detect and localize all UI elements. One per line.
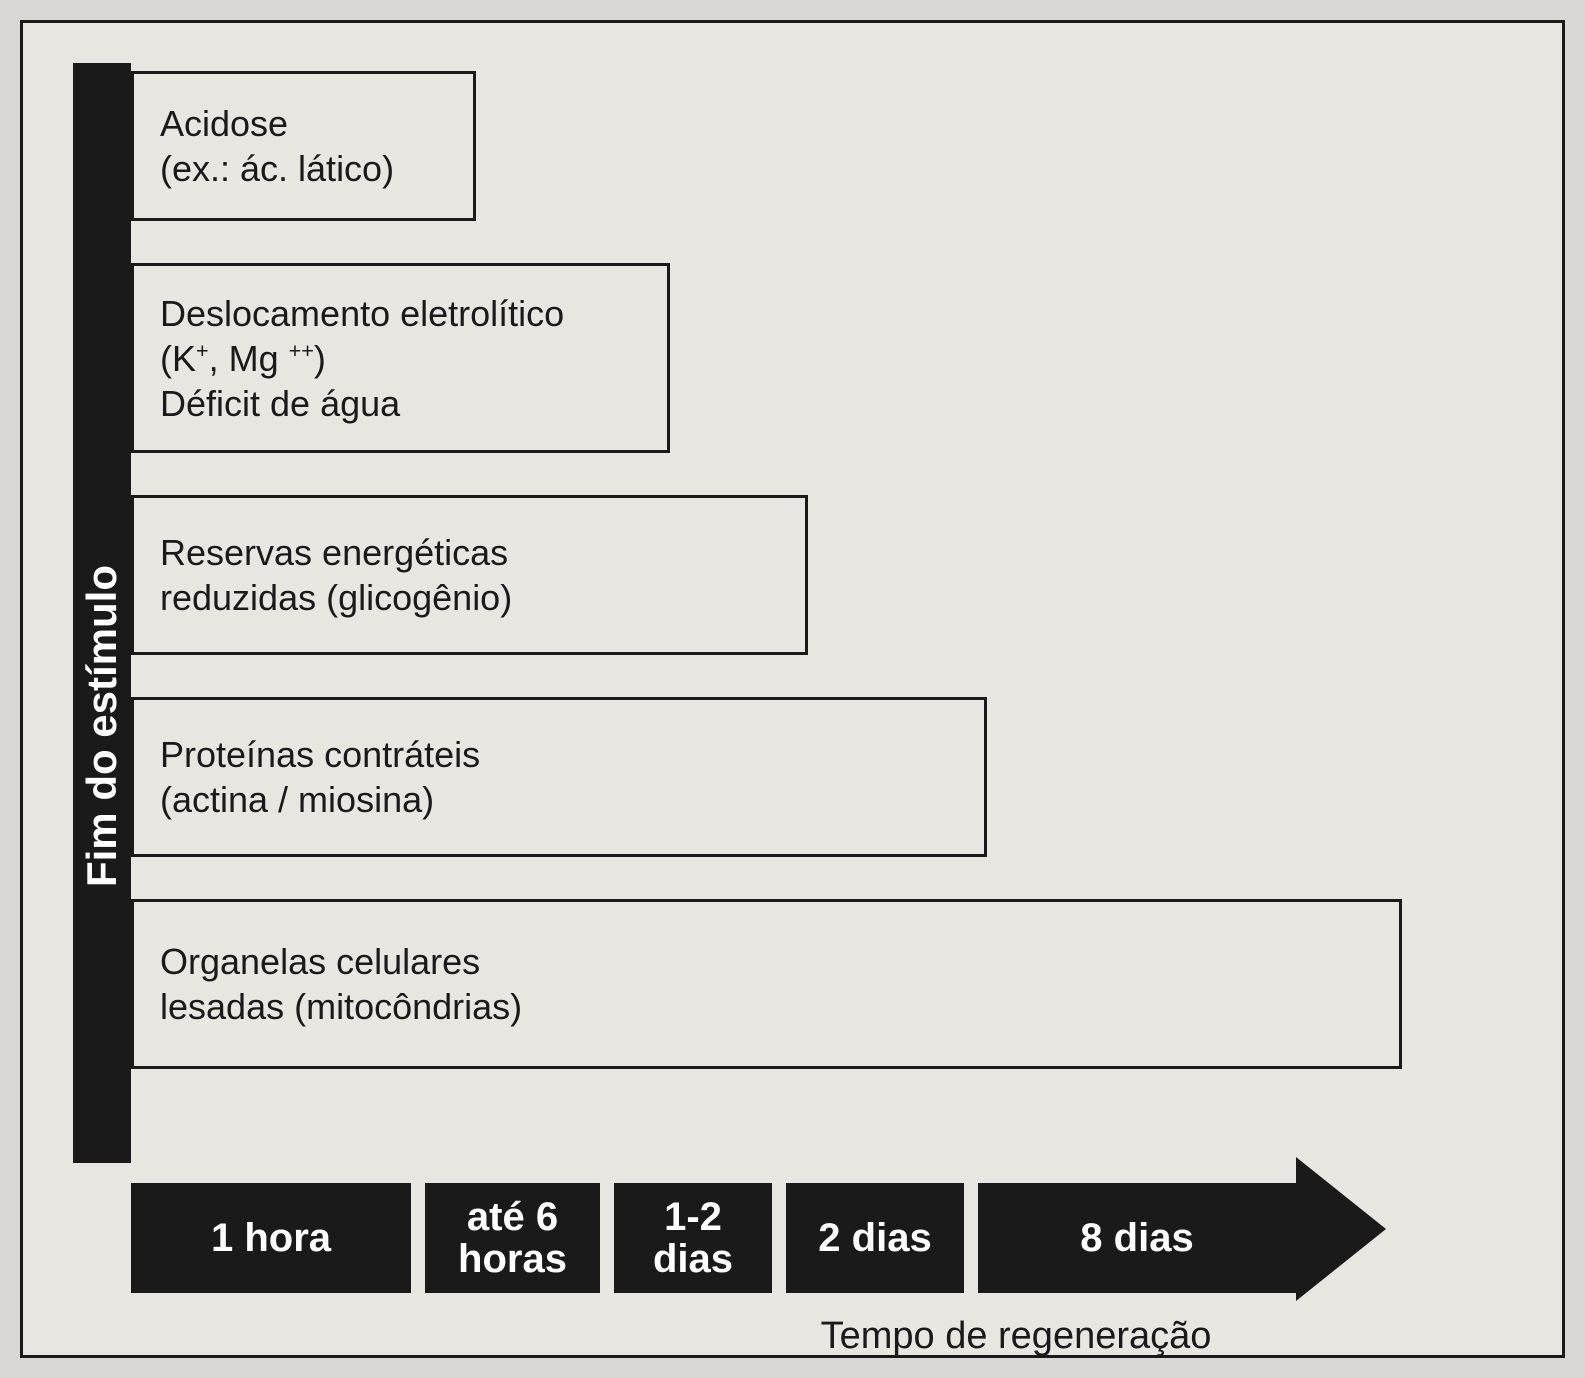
diagram-frame: Fim do estímulo Acidose (ex.: ác. lático…	[20, 20, 1565, 1358]
bar-4: Organelas celulares lesadas (mitocôndria…	[131, 899, 1402, 1069]
bar-2: Reservas energéticas reduzidas (glicogên…	[131, 495, 808, 655]
bar-3: Proteínas contráteis (actina / miosina)	[131, 697, 987, 857]
bar-label-4: Organelas celulares lesadas (mitocôndria…	[160, 939, 522, 1029]
arrow-head-icon	[1296, 1157, 1386, 1301]
x-segment-3: 2 dias	[786, 1183, 964, 1293]
bar-0: Acidose (ex.: ác. lático)	[131, 71, 476, 221]
bar-1: Deslocamento eletrolítico(K+, Mg ++)Défi…	[131, 263, 670, 453]
bars-container: Acidose (ex.: ác. lático) Deslocamento el…	[131, 63, 1512, 1163]
y-axis-label: Fim do estímulo	[78, 556, 126, 896]
x-segment-1: até 6 horas	[425, 1183, 600, 1293]
x-segment-0: 1 hora	[131, 1183, 411, 1293]
y-axis-bar: Fim do estímulo	[73, 63, 131, 1163]
bar-label-3: Proteínas contráteis (actina / miosina)	[160, 732, 480, 822]
x-axis-row: 1 horaaté 6 horas1-2 dias2 dias8 dias	[131, 1183, 1512, 1293]
x-segment-2: 1-2 dias	[614, 1183, 772, 1293]
bar-label-0: Acidose (ex.: ác. lático)	[160, 101, 394, 191]
bar-label-2: Reservas energéticas reduzidas (glicogên…	[160, 530, 512, 620]
x-axis-label: Tempo de regeneração	[131, 1315, 1481, 1358]
chart-area: Fim do estímulo Acidose (ex.: ác. lático…	[73, 63, 1512, 1163]
x-segment-4: 8 dias	[978, 1183, 1296, 1293]
bar-label-1: Deslocamento eletrolítico(K+, Mg ++)Défi…	[160, 291, 564, 426]
